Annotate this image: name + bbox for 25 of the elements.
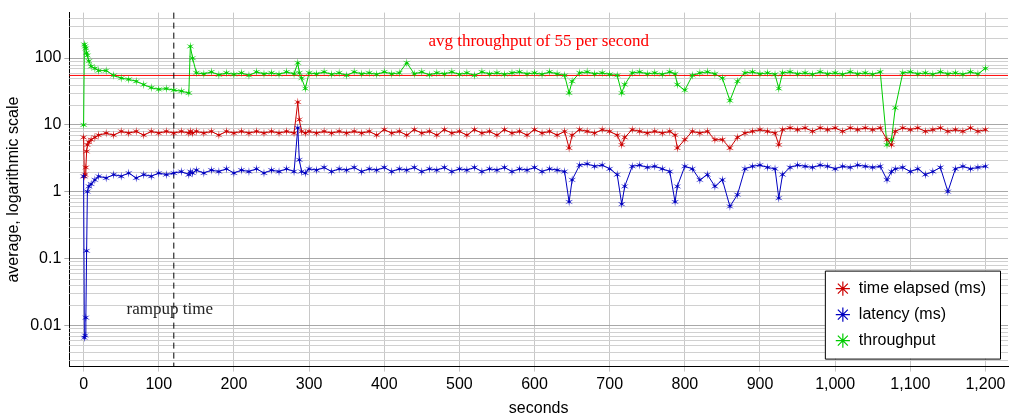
x-tick-label: 600 [521,374,548,392]
legend-label: latency (ms) [858,305,946,323]
y-tick-label: 100 [34,48,62,66]
y-tick-label: 10 [43,115,62,133]
x-tick-label: 500 [446,374,473,392]
x-tick-label: 0 [79,374,89,392]
ref-line-label: avg throughput of 55 per second [428,30,650,50]
x-tick-label: 100 [145,374,173,392]
x-axis-title: seconds [508,398,569,416]
x-tick-label: 700 [596,374,624,392]
ref-line-label: rampup time [126,299,214,319]
x-tick-label: 300 [295,374,323,392]
x-tick-label: 800 [671,374,699,392]
legend-label: time elapsed (ms) [858,279,987,297]
y-tick-label: 1 [52,182,62,200]
x-tick-label: 1,200 [965,374,1006,392]
legend-label: throughput [858,331,936,349]
x-tick-label: 200 [220,374,248,392]
y-tick-label: 0.1 [39,248,62,266]
x-tick-label: 1,000 [815,374,856,392]
x-tick-label: 900 [746,374,774,392]
x-tick-label: 400 [370,374,398,392]
y-tick-label: 0.01 [30,315,62,333]
x-tick-label: 1,100 [890,374,931,392]
y-axis-title: average, logarithmic scale [4,96,22,283]
